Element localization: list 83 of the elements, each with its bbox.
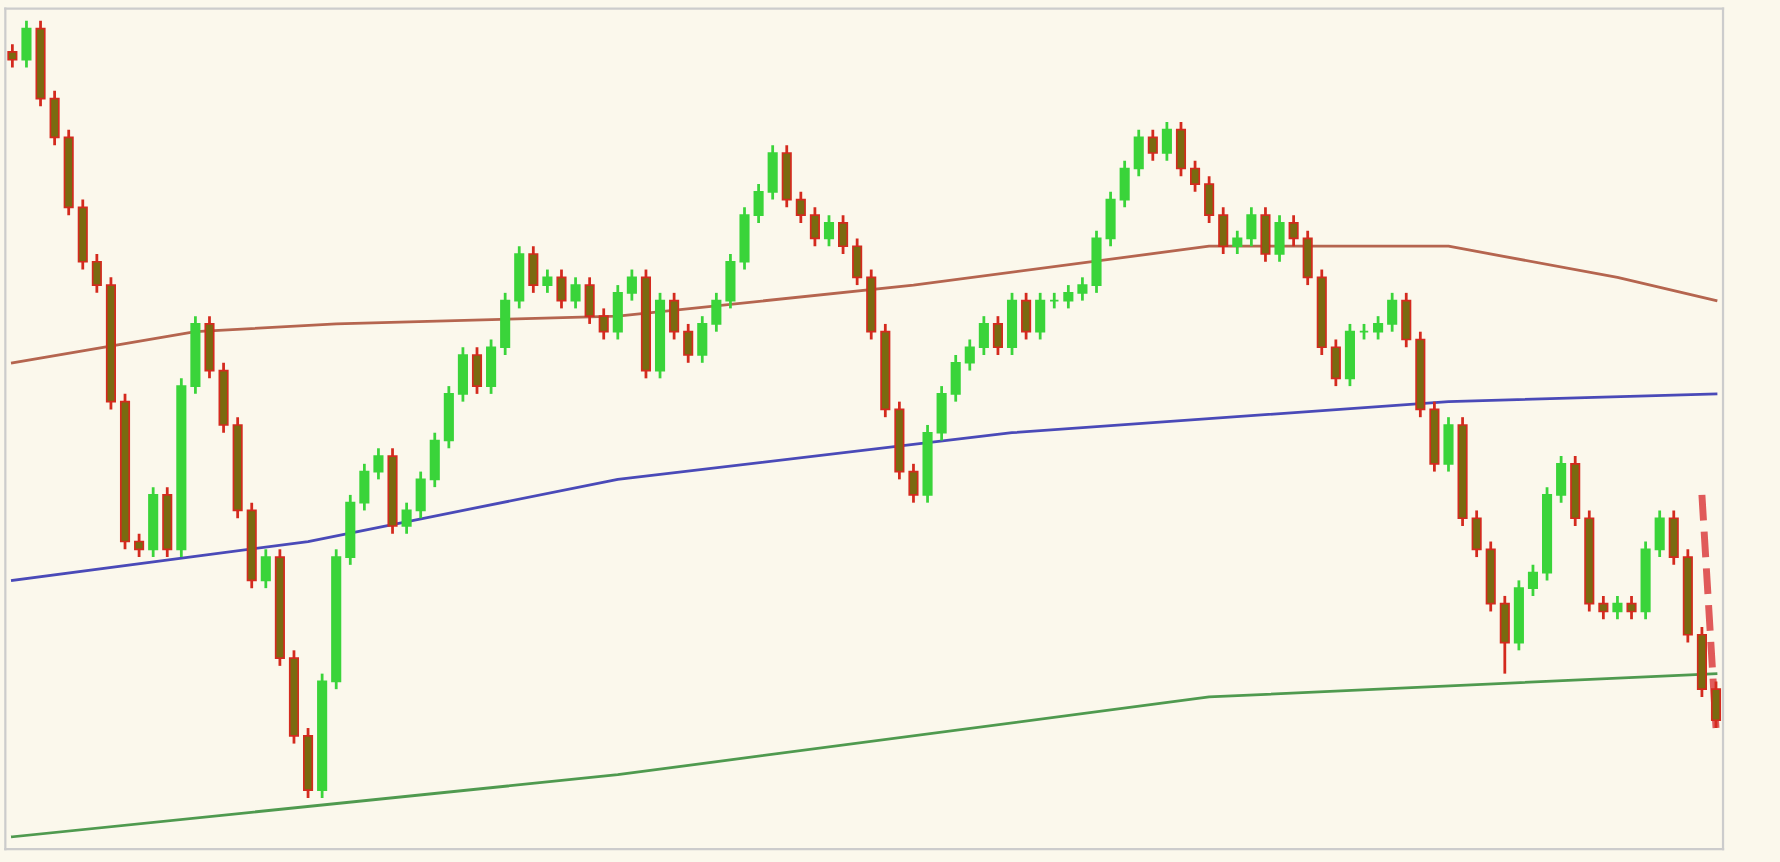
candlestick <box>1373 314 1384 341</box>
candlestick <box>1204 174 1215 225</box>
candlestick <box>457 345 468 404</box>
candlestick <box>950 353 961 404</box>
candlestick <box>964 338 975 372</box>
candlestick <box>1668 509 1679 567</box>
candlestick <box>697 314 708 365</box>
candlestick <box>1387 291 1398 334</box>
candlestick <box>1175 120 1187 178</box>
candlestick <box>1401 291 1412 349</box>
candlestick <box>1077 275 1088 303</box>
candlestick <box>514 244 525 310</box>
candlestick <box>415 470 426 520</box>
candlestick <box>1006 291 1018 357</box>
candlestick <box>1147 128 1158 163</box>
candlestick <box>711 291 722 334</box>
candlestick <box>91 252 102 295</box>
candlestick <box>612 283 623 341</box>
candlestick <box>1598 594 1609 621</box>
candlestick <box>1302 229 1313 287</box>
candlestick <box>1133 128 1144 178</box>
candlestick <box>1288 213 1299 248</box>
candlestick <box>556 268 567 310</box>
candlestick <box>669 291 680 341</box>
candlestick <box>401 501 412 536</box>
candlestick <box>528 244 539 295</box>
candlestick <box>1274 213 1285 264</box>
candlestick <box>1499 594 1510 676</box>
candlestick <box>838 213 849 256</box>
candlestick <box>542 268 553 295</box>
candlestick <box>809 205 820 248</box>
candlestick <box>598 307 609 341</box>
candlestick <box>753 182 764 225</box>
candlestick <box>1527 563 1539 598</box>
candlestick <box>1119 159 1130 209</box>
candlestick <box>683 322 694 365</box>
candlestick <box>1654 509 1665 559</box>
candlestick <box>429 431 440 489</box>
candlestick <box>204 314 215 380</box>
candlestick <box>49 89 60 147</box>
candlestick <box>739 205 750 271</box>
candlestick <box>570 275 581 310</box>
candlestick <box>1443 415 1454 473</box>
candlestick <box>1626 594 1637 621</box>
candlestick <box>1330 338 1341 388</box>
candlestick <box>584 275 595 326</box>
candlestick <box>992 314 1004 357</box>
candlestick <box>908 462 919 505</box>
candlestick <box>1021 291 1032 341</box>
candlestick <box>823 213 835 248</box>
candlestick <box>1246 205 1257 248</box>
candlestick <box>1710 680 1722 730</box>
candlestick <box>626 268 637 303</box>
candlestick <box>134 532 145 559</box>
candlestick <box>725 252 736 310</box>
candlestick <box>1189 159 1201 194</box>
candlestick <box>500 291 511 357</box>
candlestick <box>1471 509 1482 559</box>
candlestick <box>795 190 806 225</box>
candlestick <box>1612 594 1623 621</box>
candlestick <box>781 143 792 209</box>
candlestick <box>1232 229 1243 256</box>
candlestick <box>1344 322 1355 388</box>
candlestick <box>936 384 947 442</box>
candlestick <box>767 143 778 201</box>
candlestick <box>1161 120 1172 163</box>
candlestick <box>978 314 989 357</box>
candlestick <box>373 446 384 481</box>
candlestick <box>1035 291 1046 341</box>
candlestick <box>260 547 271 590</box>
candlestick <box>1218 205 1229 256</box>
candlestick <box>1063 283 1074 310</box>
candlestick <box>471 345 483 396</box>
candlestick <box>1556 454 1567 505</box>
candlestick <box>486 338 497 396</box>
candlestick <box>359 462 370 512</box>
candlestick <box>852 237 863 287</box>
candlestick <box>1105 190 1116 248</box>
candlestick <box>7 42 18 69</box>
candlestick <box>1091 229 1102 295</box>
candlestick <box>1260 205 1271 264</box>
candlestick <box>21 19 32 69</box>
candlestick <box>443 384 454 450</box>
